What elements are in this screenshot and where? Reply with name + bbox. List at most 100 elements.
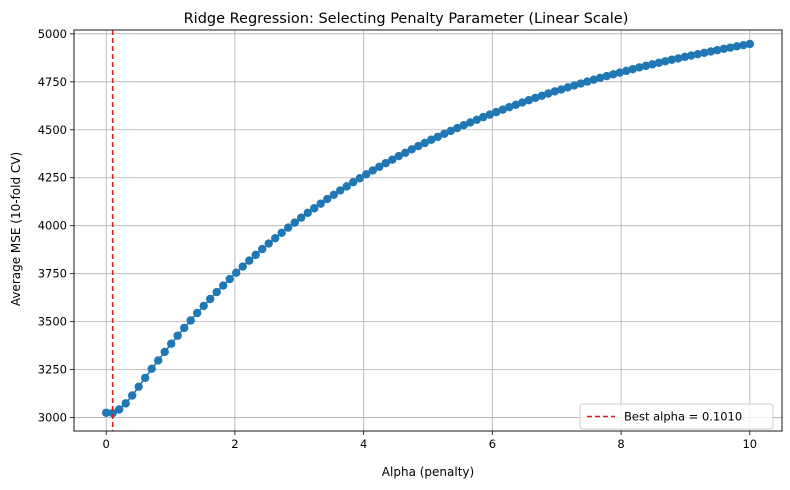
legend-label-best-alpha: Best alpha = 0.1010	[624, 410, 742, 424]
data-point	[674, 54, 683, 63]
data-point	[446, 126, 455, 136]
data-point	[212, 287, 221, 297]
y-tick-label: 3000	[38, 411, 67, 425]
data-point	[459, 120, 468, 130]
x-tick-label: 6	[489, 437, 496, 451]
data-point	[375, 162, 384, 172]
data-point	[310, 204, 319, 213]
data-point	[726, 43, 735, 52]
data-point	[492, 107, 501, 117]
data-point	[427, 135, 436, 144]
data-point	[680, 52, 690, 62]
grid-lines	[74, 30, 782, 431]
data-point	[563, 83, 572, 92]
data-point	[121, 399, 130, 408]
data-point	[251, 250, 260, 260]
y-tick-label: 3250	[38, 363, 67, 377]
data-point	[329, 190, 338, 200]
data-point	[297, 213, 306, 222]
data-point	[401, 148, 410, 157]
data-point	[388, 155, 397, 164]
data-point	[693, 49, 703, 59]
data-point	[173, 331, 182, 340]
data-point	[628, 64, 637, 74]
data-point	[179, 323, 189, 333]
y-tick-label: 4000	[38, 219, 67, 233]
data-point	[453, 123, 462, 133]
data-point	[355, 174, 364, 183]
data-point	[596, 73, 605, 82]
data-point	[498, 105, 507, 114]
data-point	[687, 51, 696, 60]
data-point	[706, 47, 716, 56]
series-group	[101, 39, 755, 418]
data-point	[531, 93, 540, 103]
data-point	[557, 85, 566, 94]
data-point	[290, 218, 299, 227]
data-point	[271, 233, 280, 243]
data-point	[160, 347, 169, 357]
data-point	[127, 391, 137, 400]
data-point	[739, 40, 748, 50]
data-point	[101, 408, 111, 417]
data-point	[511, 100, 520, 110]
data-point	[232, 268, 241, 277]
data-point	[153, 356, 163, 365]
data-point	[394, 151, 403, 161]
data-point	[407, 145, 416, 154]
y-tick-label: 3500	[38, 315, 67, 329]
data-point	[472, 115, 481, 124]
data-point	[635, 63, 644, 72]
plot-frame	[73, 29, 783, 432]
data-point	[589, 75, 598, 84]
data-point	[342, 182, 351, 191]
data-point	[225, 274, 234, 284]
data-point	[186, 316, 195, 325]
data-point	[570, 81, 579, 90]
data-point	[316, 199, 325, 208]
data-point	[654, 58, 663, 68]
data-point	[700, 48, 709, 58]
data-point	[479, 112, 488, 122]
data-point	[622, 66, 631, 76]
data-point	[609, 70, 618, 79]
data-point	[362, 170, 371, 179]
data-point	[602, 71, 611, 81]
data-point	[661, 57, 670, 66]
data-point	[544, 89, 553, 98]
data-point	[576, 79, 585, 88]
data-point	[108, 408, 117, 418]
data-point	[238, 262, 247, 271]
data-point	[166, 339, 176, 348]
data-point	[284, 223, 293, 232]
data-point	[537, 91, 546, 101]
y-tick-label: 4250	[38, 171, 67, 185]
data-point	[381, 158, 390, 168]
legend-box	[579, 403, 774, 430]
data-point	[505, 102, 514, 112]
data-point	[140, 373, 150, 383]
data-point	[583, 77, 592, 86]
data-point	[114, 405, 124, 414]
data-point	[414, 141, 423, 151]
y-tick-label: 5000	[38, 27, 67, 41]
data-point	[277, 228, 286, 238]
data-point	[745, 39, 755, 49]
data-point	[245, 256, 254, 265]
data-point	[615, 68, 624, 77]
x-tick-label: 10	[742, 437, 757, 451]
data-point	[206, 294, 215, 304]
data-point	[550, 87, 559, 96]
data-point	[134, 382, 143, 391]
data-point	[303, 208, 312, 218]
y-tick-label: 3750	[38, 267, 67, 281]
data-point	[524, 96, 533, 105]
data-point	[667, 55, 677, 64]
data-point	[264, 239, 273, 248]
x-tick-label: 0	[103, 437, 110, 451]
data-point	[641, 61, 650, 71]
y-axis-label: Average MSE (10-fold CV)	[9, 152, 23, 306]
data-point	[485, 110, 494, 119]
data-point	[713, 45, 722, 55]
data-point	[440, 129, 449, 138]
